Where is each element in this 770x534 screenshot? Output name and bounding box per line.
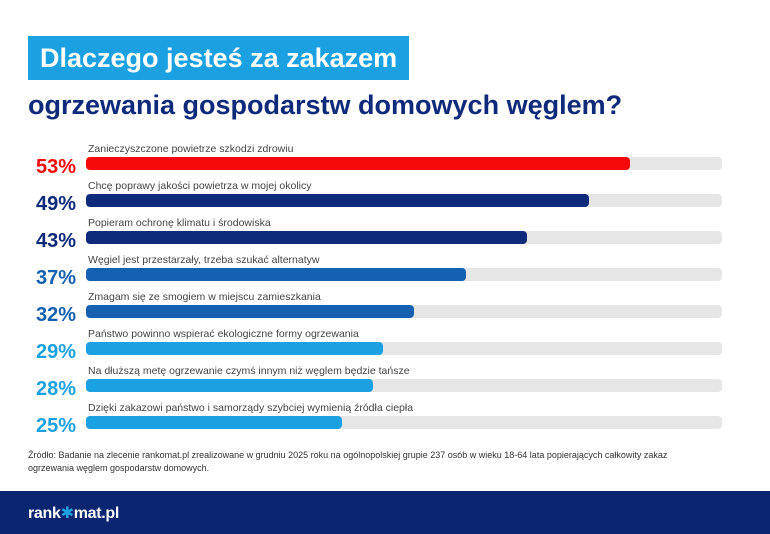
value-label: 53% [35,156,76,178]
bar-track [86,231,722,244]
category-label: Zmagam się ze smogiem w miejscu zamieszk… [88,291,321,303]
bar-row: 28% Na dłuższą metę ogrzewanie czymś inny… [0,365,770,402]
footer: rank✱mat.pl [0,491,770,534]
bar [86,305,415,318]
bar-track [86,416,722,429]
bar [86,157,630,170]
bar-track [86,268,722,281]
title-line-1: Dlaczego jesteś za zakazem [28,36,410,80]
bar-row: 25% Dzięki zakazowi państwo i samorządy s… [0,402,770,439]
bar-row: 29% Państwo powinno wspierać ekologiczne … [0,328,770,365]
logo-text: rank [28,505,61,522]
value-label: 49% [35,193,76,215]
bar [86,194,589,207]
bar-track [86,157,722,170]
bar [86,268,466,281]
bar [86,379,374,392]
bar-track [86,305,722,318]
category-label: Na dłuższą metę ogrzewanie czymś innym n… [88,365,410,377]
bar-row: 37% Węgiel jest przestarzały, trzeba szuk… [0,254,770,291]
rankomat-logo: rank✱mat.pl [28,503,119,523]
category-label: Węgiel jest przestarzały, trzeba szukać … [88,254,320,266]
category-label: Państwo powinno wspierać ekologiczne for… [88,328,359,340]
title-line-2: ogrzewania gospodarstw domowych węglem? [28,90,623,120]
bar-track [86,342,722,355]
bar-row: 32% Zmagam się ze smogiem w miejscu zamie… [0,291,770,328]
source-note: Źródło: Badanie na zlecenie rankomat.pl … [28,450,668,473]
bar [86,231,528,244]
bar-row: 53% Zanieczyszczone powietrze szkodzi zdr… [0,143,770,180]
bar-track [86,194,722,207]
category-label: Popieram ochronę klimatu i środowiska [88,217,271,229]
bar-track [86,379,722,392]
logo-text: mat.pl [73,505,120,522]
category-label: Zanieczyszczone powietrze szkodzi zdrowi… [88,143,294,155]
star-icon: ✱ [60,505,74,522]
value-label: 28% [35,378,76,400]
bar-row: 43% Popieram ochronę klimatu i środowiska [0,217,770,254]
value-label: 43% [35,230,76,252]
value-label: 37% [35,267,76,289]
bar [86,416,343,429]
category-label: Dzięki zakazowi państwo i samorządy szyb… [88,402,414,414]
bar-row: 49% Chcę poprawy jakości powietrza w moje… [0,180,770,217]
value-label: 32% [35,304,76,326]
bar [86,342,384,355]
value-label: 29% [35,341,76,363]
value-label: 25% [35,415,76,437]
category-label: Chcę poprawy jakości powietrza w mojej o… [88,180,312,192]
